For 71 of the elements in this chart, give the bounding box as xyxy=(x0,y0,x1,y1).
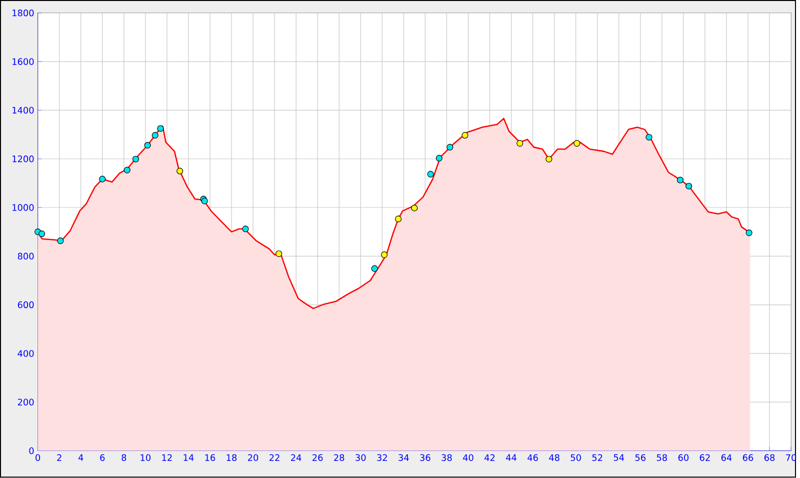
y-tick-label: 200 xyxy=(18,398,34,406)
x-tick-label: 4 xyxy=(78,454,84,461)
point xyxy=(411,204,418,212)
x-tick-label: 32 xyxy=(377,454,387,462)
point xyxy=(395,216,402,222)
x-tick-label: 60 xyxy=(678,454,689,462)
x-tick-label: 54 xyxy=(614,454,624,462)
point xyxy=(446,144,454,151)
y-tick-label: 1800 xyxy=(12,10,34,17)
point xyxy=(242,226,249,232)
x-tick-label: 28 xyxy=(334,454,344,462)
point xyxy=(38,230,46,238)
y-tick-label: 600 xyxy=(18,302,34,308)
point xyxy=(686,183,692,190)
y-tick-label: 1200 xyxy=(12,156,34,162)
x-tick-label: 2 xyxy=(57,454,62,462)
point xyxy=(157,125,164,132)
y-tick-label: 0 xyxy=(29,448,34,454)
x-tick-label: 14 xyxy=(184,454,194,461)
y-tick-label: 800 xyxy=(18,252,34,260)
x-tick-label: 64 xyxy=(721,454,732,462)
x-tick-label: 44 xyxy=(506,454,516,461)
x-tick-label: 36 xyxy=(420,454,430,462)
x-tick-label: 24 xyxy=(291,454,302,462)
x-tick-label: 22 xyxy=(270,454,280,462)
point xyxy=(276,250,282,258)
point xyxy=(546,156,552,163)
y-tick-label: 1000 xyxy=(12,204,34,212)
y-tick-label: 1600 xyxy=(12,58,34,66)
x-tick-label: 66 xyxy=(742,454,754,462)
point xyxy=(57,238,64,244)
x-tick-label: 62 xyxy=(700,454,710,462)
x-tick-label: 6 xyxy=(100,454,105,462)
point xyxy=(676,176,684,184)
point xyxy=(144,142,151,149)
x-tick-label: 26 xyxy=(312,454,323,462)
point xyxy=(381,252,388,258)
point xyxy=(371,265,378,272)
x-tick-label: 38 xyxy=(442,454,452,462)
point xyxy=(99,176,106,183)
x-tick-label: 40 xyxy=(462,454,474,462)
point xyxy=(152,132,158,139)
x-tick-label: 42 xyxy=(484,454,495,462)
x-tick-label: 0 xyxy=(36,454,40,462)
x-tick-label: 12 xyxy=(162,454,172,462)
x-tick-label: 52 xyxy=(592,454,602,462)
x-tick-label: 8 xyxy=(122,454,126,462)
y-tick-label: 400 xyxy=(18,350,34,358)
x-tick-label: 16 xyxy=(205,454,216,462)
x-tick-label: 46 xyxy=(528,454,538,462)
x-tick-label: 58 xyxy=(656,454,667,462)
x-tick-label: 10 xyxy=(140,454,150,462)
point xyxy=(462,132,468,139)
x-tick-label: 20 xyxy=(248,454,258,462)
x-tick-label: 68 xyxy=(764,454,775,462)
point xyxy=(436,155,442,162)
point xyxy=(132,156,140,163)
x-tick-label: 50 xyxy=(570,454,581,462)
point xyxy=(516,140,524,147)
point xyxy=(124,166,130,174)
x-tick-label: 30 xyxy=(356,454,366,462)
point xyxy=(746,230,752,236)
point xyxy=(427,171,434,178)
x-tick-label: 56 xyxy=(635,454,646,462)
point xyxy=(646,134,652,141)
y-tick-label: 1400 xyxy=(12,107,34,114)
x-tick-label: 34 xyxy=(398,454,409,462)
point xyxy=(574,140,580,147)
x-tick-label: 48 xyxy=(549,454,560,462)
x-tick-label: 18 xyxy=(226,454,237,462)
point xyxy=(176,168,184,174)
